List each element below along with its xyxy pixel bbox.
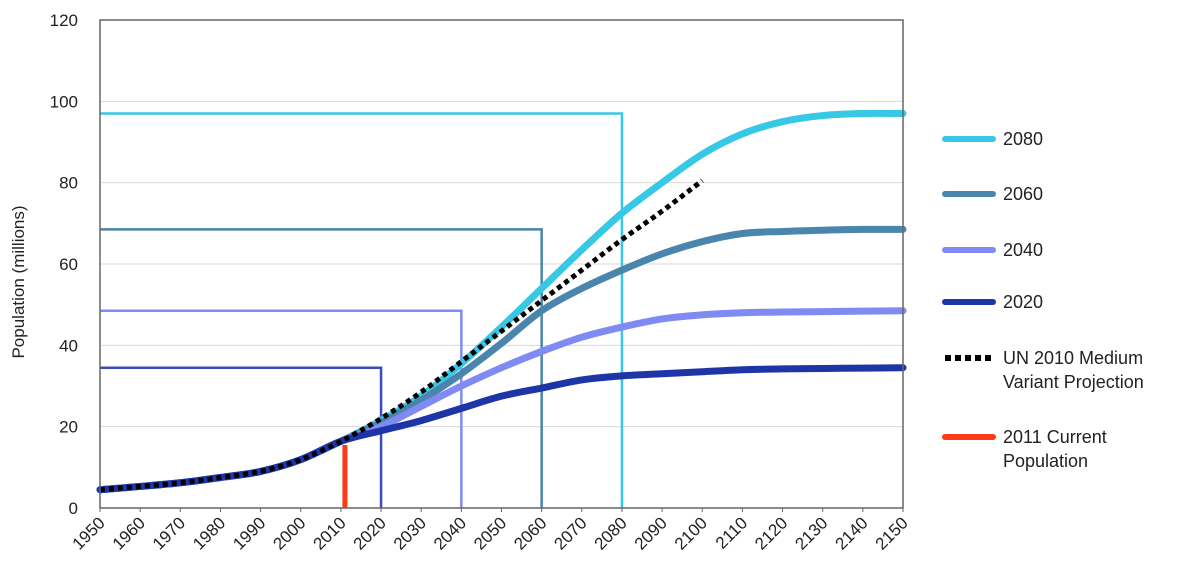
y-tick-label: 20: [59, 418, 78, 437]
legend-label: 2080: [1003, 129, 1043, 149]
x-tick-label: 2050: [470, 513, 510, 553]
legend-label: 2040: [1003, 240, 1043, 260]
y-axis-ticks: 0 20 40 60 80 100 120: [50, 11, 78, 518]
x-tick-label: 2060: [510, 513, 550, 553]
series-line-2040: [96, 307, 907, 494]
x-tick-label: 2000: [269, 513, 309, 553]
x-tick-label: 1980: [189, 513, 229, 553]
gridlines: [100, 100, 903, 428]
legend-label: 2060: [1003, 184, 1043, 204]
series-line-2020: [96, 364, 907, 494]
y-tick-label: 80: [59, 174, 78, 193]
y-tick-label: 100: [50, 92, 78, 111]
series-line-2060: [96, 225, 907, 494]
x-tick-label: 2120: [751, 513, 791, 553]
x-tick-label: 2130: [791, 513, 831, 553]
y-tick-label: 0: [69, 499, 78, 518]
y-tick-label: 40: [59, 336, 78, 355]
x-tick-label: 2150: [872, 513, 912, 553]
x-tick-label: 2080: [591, 513, 631, 553]
series-lines: [96, 109, 907, 494]
legend-label: Population: [1003, 451, 1088, 471]
y-tick-label: 120: [50, 11, 78, 30]
x-tick-label: 2140: [831, 513, 871, 553]
legend: 2080 2060 2040 2020 UN 2010 Medium Variant Pr…: [942, 129, 1144, 471]
legend-label: 2020: [1003, 292, 1043, 312]
x-tick-label: 2070: [550, 513, 590, 553]
x-axis-ticks: 1950 1960 1970 1980 1990 2000 2010 2020 2030 2040…: [69, 508, 912, 554]
reference-box-2020: [100, 366, 383, 508]
x-tick-label: 1950: [69, 513, 109, 553]
x-tick-label: 2020: [350, 513, 390, 553]
y-axis-title: Population (millions): [9, 205, 28, 358]
legend-label: 2011 Current: [1003, 427, 1107, 447]
y-tick-label: 60: [59, 255, 78, 274]
legend-label: Variant Projection: [1003, 372, 1144, 392]
x-tick-label: 2110: [712, 513, 751, 552]
x-tick-label: 1960: [109, 513, 149, 553]
series-line-2080: [96, 109, 907, 494]
x-tick-label: 2030: [390, 513, 430, 553]
series-line-un-2010-medium-variant-projection: [99, 178, 704, 493]
legend-label: UN 2010 Medium: [1003, 348, 1143, 368]
reference-box-2040: [100, 309, 463, 508]
x-tick-label: 1990: [229, 513, 269, 553]
x-tick-label: 2040: [430, 513, 470, 553]
x-tick-label: 2090: [631, 513, 671, 553]
x-tick-label: 2010: [310, 513, 350, 553]
x-tick-label: 1970: [149, 513, 189, 553]
x-tick-label: 2100: [671, 513, 711, 553]
reference-box-2060: [100, 228, 543, 508]
